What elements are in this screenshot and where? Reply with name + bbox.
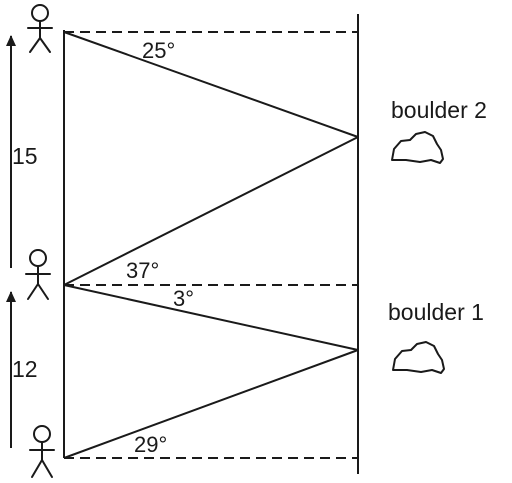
distance-label-lower: 12: [12, 356, 38, 382]
angle-label-bottom-boulder1: 29°: [134, 432, 167, 457]
sight-line-middle-to-boulder1: [63, 284, 359, 351]
sight-line-top-to-boulder2: [63, 31, 359, 138]
person-bottom-icon: [29, 425, 55, 478]
angle-label-top-boulder2: 25°: [142, 38, 175, 63]
boulder2-icon: [391, 131, 444, 164]
distance-label-upper: 15: [12, 143, 38, 169]
person-top-icon: [27, 4, 53, 53]
person-middle-icon: [25, 249, 51, 300]
boulder1-label: boulder 1: [388, 299, 484, 325]
angle-label-middle-boulder1: 3°: [173, 286, 194, 311]
sight-line-bottom-to-boulder1: [63, 349, 359, 459]
boulder1-icon: [392, 341, 445, 374]
angle-label-middle-boulder2: 37°: [126, 258, 159, 283]
boulder2-label: boulder 2: [391, 97, 487, 123]
sight-line-middle-to-boulder2: [63, 136, 359, 286]
